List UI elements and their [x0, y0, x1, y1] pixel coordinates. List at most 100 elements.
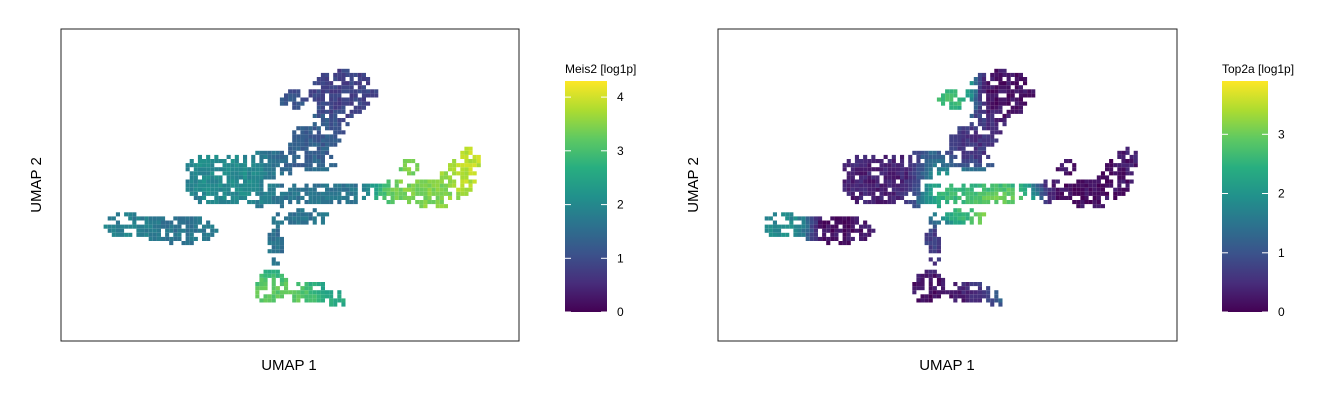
- embedding-cell: [251, 171, 256, 176]
- embedding-cell: [177, 236, 182, 241]
- embedding-cell: [210, 183, 215, 188]
- embedding-cell: [476, 154, 481, 159]
- embedding-cell: [148, 236, 153, 241]
- embedding-cell: [275, 269, 280, 274]
- embedding-cell: [304, 130, 309, 135]
- embedding-cell: [296, 220, 301, 225]
- embedding-cell: [296, 101, 301, 106]
- embedding-cell: [977, 81, 982, 86]
- embedding-cell: [255, 150, 260, 155]
- embedding-cell: [994, 298, 999, 303]
- embedding-cell: [969, 93, 974, 98]
- embedding-cell: [1129, 163, 1134, 168]
- colorbar-title: Meis2 [log1p]: [565, 62, 636, 76]
- embedding-cell: [879, 187, 884, 192]
- embedding-cell: [255, 179, 260, 184]
- embedding-cell: [238, 183, 243, 188]
- embedding-cell: [337, 138, 342, 143]
- embedding-cell: [957, 105, 962, 110]
- embedding-cell: [341, 302, 346, 307]
- embedding-cell: [349, 85, 354, 90]
- embedding-cell: [900, 195, 905, 200]
- embedding-cell: [279, 150, 284, 155]
- embedding-cell: [411, 159, 416, 164]
- embedding-cell: [316, 163, 321, 168]
- embedding-cell: [772, 220, 777, 225]
- embedding-cell: [1014, 97, 1019, 102]
- embedding-cell: [982, 134, 987, 139]
- embedding-cell: [781, 212, 786, 217]
- embedding-cell: [255, 204, 260, 209]
- embedding-cell: [214, 175, 219, 180]
- embedding-cell: [292, 93, 297, 98]
- embedding-cell: [1092, 183, 1097, 188]
- embedding-cell: [259, 154, 264, 159]
- embedding-cell: [916, 200, 921, 205]
- embedding-cell: [1072, 183, 1077, 188]
- embedding-cell: [320, 294, 325, 299]
- embedding-cell: [1068, 195, 1073, 200]
- embedding-cell: [973, 163, 978, 168]
- embedding-cell: [842, 236, 847, 241]
- embedding-cell: [912, 150, 917, 155]
- embedding-cell: [928, 183, 933, 188]
- embedding-cell: [152, 232, 157, 237]
- embedding-cell: [990, 89, 995, 94]
- embedding-cell: [329, 200, 334, 205]
- embedding-cell: [1043, 187, 1048, 192]
- embedding-cell: [197, 200, 202, 205]
- embedding-cell: [1002, 89, 1007, 94]
- embedding-cell: [234, 175, 239, 180]
- embedding-cell: [464, 163, 469, 168]
- embedding-cell: [361, 105, 366, 110]
- colorbar-tick-label: 0: [617, 305, 624, 319]
- embedding-cell: [932, 232, 937, 237]
- embedding-cell: [312, 126, 317, 131]
- embedding-cell: [998, 187, 1003, 192]
- embedding-cell: [908, 167, 913, 172]
- embedding-cell: [977, 105, 982, 110]
- embedding-cell: [193, 183, 198, 188]
- embedding-cell: [185, 179, 190, 184]
- embedding-cell: [206, 154, 211, 159]
- embedding-cell: [382, 191, 387, 196]
- embedding-cell: [193, 171, 198, 176]
- embedding-cell: [859, 232, 864, 237]
- embedding-cell: [197, 167, 202, 172]
- embedding-cells: [764, 68, 1138, 307]
- embedding-cell: [316, 167, 321, 172]
- embedding-cell: [994, 97, 999, 102]
- embedding-cell: [1096, 200, 1101, 205]
- embedding-cell: [279, 220, 284, 225]
- embedding-cell: [304, 216, 309, 221]
- embedding-cell: [345, 101, 350, 106]
- embedding-cell: [969, 126, 974, 131]
- embedding-cell: [982, 187, 987, 192]
- embedding-cell: [292, 195, 297, 200]
- embedding-cell: [1014, 105, 1019, 110]
- embedding-cell: [1006, 113, 1011, 118]
- embedding-cell: [846, 241, 851, 246]
- embedding-cell: [834, 220, 839, 225]
- embedding-cell: [349, 89, 354, 94]
- embedding-cell: [883, 175, 888, 180]
- embedding-cell: [312, 81, 317, 86]
- embedding-cell: [1076, 191, 1081, 196]
- embedding-cell: [259, 277, 264, 282]
- embedding-cell: [924, 175, 929, 180]
- embedding-cell: [234, 195, 239, 200]
- embedding-cell: [300, 212, 305, 217]
- embedding-cell: [206, 236, 211, 241]
- colorbar-tick-label: 4: [617, 90, 624, 104]
- embedding-cell: [973, 294, 978, 299]
- embedding-cell: [300, 97, 305, 102]
- embedding-cell: [124, 224, 129, 229]
- embedding-cell: [924, 273, 929, 278]
- embedding-cell: [333, 183, 338, 188]
- embedding-cell: [189, 159, 194, 164]
- embedding-cell: [1064, 171, 1069, 176]
- embedding-cell: [308, 195, 313, 200]
- embedding-cell: [908, 171, 913, 176]
- embedding-cell: [936, 220, 941, 225]
- embedding-cell: [1113, 171, 1118, 176]
